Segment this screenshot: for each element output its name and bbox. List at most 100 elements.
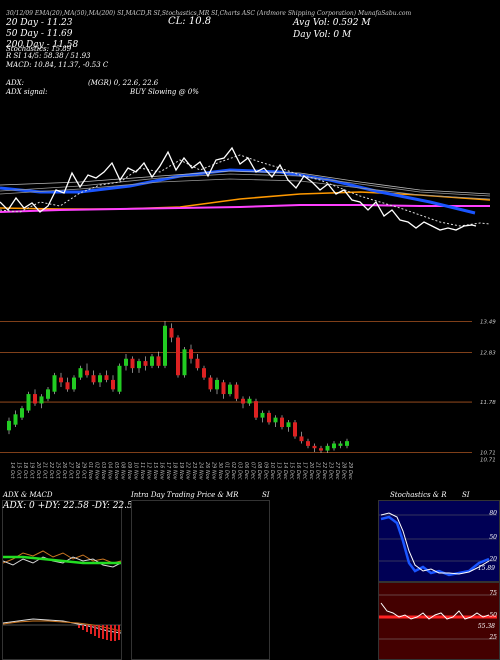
date-label: 17 Nov (165, 462, 171, 481)
candle-body (72, 377, 76, 390)
candle-body (293, 422, 297, 437)
signal-text: BUY Slowing @ 0% (130, 88, 199, 96)
adx-signal-label: ADX signal: (6, 88, 48, 96)
macd-bar (86, 625, 88, 632)
candle-body (46, 389, 50, 399)
candle-body (111, 379, 115, 390)
date-label: 14 Dec (282, 462, 288, 480)
date-label: 27 Dec (334, 462, 340, 480)
date-label: 02 Dec (230, 462, 236, 480)
ma200-label: 200 Day - 11.58 (6, 40, 79, 50)
date-label: 18 Nov (172, 462, 178, 481)
candle-body (319, 448, 323, 451)
candle-body (98, 375, 102, 383)
candle-body (65, 382, 70, 390)
macd-bar (102, 625, 104, 639)
candle-body (20, 408, 24, 418)
date-label: 15 Oct (16, 462, 22, 480)
ma-chart (0, 146, 491, 231)
date-label: 10 Nov (133, 462, 139, 481)
candle-body (182, 349, 187, 376)
candle-body (260, 412, 265, 418)
date-label: 26 Nov (204, 462, 210, 481)
candle-body (254, 401, 258, 418)
candle-body (221, 382, 226, 395)
date-label: 20 Oct (35, 462, 41, 480)
price-level-label: 11.78 (480, 400, 496, 406)
candle-body (143, 361, 148, 366)
date-label: 15 Dec (289, 462, 295, 480)
stoch-lines (379, 512, 497, 577)
candle-body (195, 358, 200, 369)
price-dotted-line (0, 154, 491, 227)
price-close-line (0, 146, 477, 231)
date-label: 26 Oct (61, 462, 67, 480)
date-label: 22 Nov (185, 462, 191, 481)
candle-body (124, 358, 128, 366)
date-label: 23 Nov (191, 462, 197, 481)
candle-body (208, 377, 213, 390)
date-label: 20 Dec (308, 462, 314, 480)
date-label: 17 Dec (302, 462, 308, 480)
adx-values: (MGR) 0, 22.6, 22.6 (88, 79, 159, 87)
stoch-panel: 80 50 20 15.89 (378, 500, 500, 582)
date-label: 23 Dec (328, 462, 334, 480)
date-label: 02 Nov (94, 462, 100, 481)
rsi-lines (379, 594, 497, 640)
day-vol-label: Day Vol: 0 M (293, 30, 352, 40)
candle-body (137, 361, 141, 369)
macd-bar (98, 625, 100, 638)
date-label: 16 Nov (159, 462, 165, 481)
date-label: 19 Nov (178, 462, 184, 481)
adx-panel-title: ADX & MACD (3, 491, 53, 499)
rsi-level-25-label: 25 (489, 634, 497, 641)
macd-bar (90, 625, 92, 634)
macd-bar (78, 625, 80, 628)
adx-readout: ADX: 0 +DY: 22.58 -DY: 22.58 (3, 501, 139, 511)
candle-body (215, 379, 219, 390)
macd-bar (82, 625, 84, 630)
candle-body (78, 368, 83, 378)
date-label: 18 Oct (22, 462, 28, 480)
date-label: 27 Oct (68, 462, 74, 480)
stoch-level-80-label: 80 (489, 510, 497, 517)
date-label: 29 Dec (347, 462, 353, 480)
adx-green-line (3, 555, 121, 565)
date-label: 01 Dec (224, 462, 230, 480)
candle-body (241, 398, 245, 404)
date-label: 13 Dec (276, 462, 282, 480)
candle-body (163, 325, 167, 366)
candle-body (33, 394, 37, 404)
candle-body (156, 356, 161, 366)
candle-body (13, 414, 18, 425)
envelope-line-3 (0, 170, 491, 195)
macd-bars (78, 625, 120, 641)
date-label: 25 Oct (55, 462, 61, 480)
candle-body (104, 375, 109, 380)
date-label: 29 Nov (211, 462, 217, 481)
date-label: 08 Dec (256, 462, 262, 480)
date-label: 03 Nov (100, 462, 106, 481)
candle-body (26, 394, 31, 411)
candle-body (91, 375, 96, 383)
candle-body (280, 417, 284, 428)
price-level-label: 10.71 (480, 457, 496, 463)
candle-body (7, 420, 11, 431)
date-label: 09 Dec (263, 462, 269, 480)
candle-body (234, 384, 239, 399)
stoch-si-label: SI (462, 491, 470, 499)
avg-vol-label: Avg Vol: 0.592 M (293, 18, 371, 28)
rsi-label: R SI 14/5: 58.38 / 51.93 (6, 52, 91, 60)
candle-body (117, 365, 122, 392)
date-label: 19 Oct (29, 462, 35, 480)
adx-label: ADX: (6, 79, 25, 87)
rsi-line (380, 602, 490, 620)
candle-body (247, 398, 252, 404)
date-label: 10 Dec (269, 462, 275, 480)
date-label: 15 Nov (152, 462, 158, 481)
candle-body (150, 356, 154, 366)
macd-bar (110, 625, 112, 641)
date-label: 28 Dec (341, 462, 347, 480)
header-topline: 30/12/09 EMA(20),MA(50),MA(200) SI,MACD,… (6, 10, 412, 17)
price-level-label: 12.83 (480, 351, 496, 357)
